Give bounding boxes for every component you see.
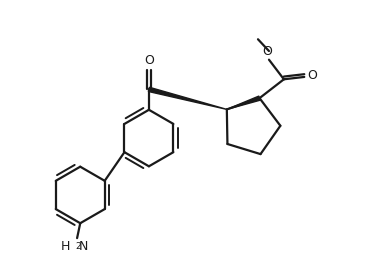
Polygon shape <box>227 96 260 109</box>
Text: 2: 2 <box>75 242 81 251</box>
Text: O: O <box>307 69 317 82</box>
Text: O: O <box>263 45 272 58</box>
Text: H: H <box>61 240 71 253</box>
Text: O: O <box>144 55 154 67</box>
Text: N: N <box>79 240 88 253</box>
Polygon shape <box>148 87 227 109</box>
